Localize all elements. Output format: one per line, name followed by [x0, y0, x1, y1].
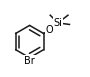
- Text: Br: Br: [24, 56, 35, 66]
- Text: O: O: [45, 25, 53, 35]
- Text: Si: Si: [53, 18, 62, 28]
